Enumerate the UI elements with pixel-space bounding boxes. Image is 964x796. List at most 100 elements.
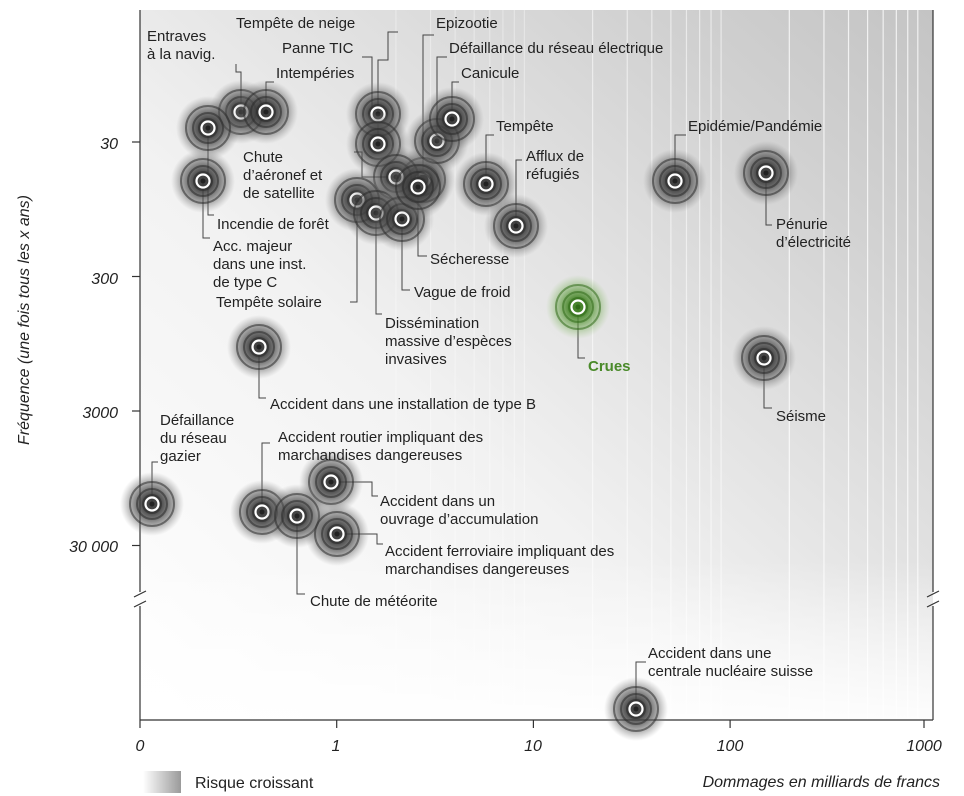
risk-point-center <box>449 116 455 122</box>
risk-label-line: centrale nucléaire suisse <box>648 663 813 680</box>
risk-point-ring <box>562 291 594 323</box>
risk-label-afflux-de-refugies: Afflux de réfugiés <box>526 148 584 183</box>
risk-label-line: Séisme <box>776 408 826 425</box>
risk-point-center <box>415 184 421 190</box>
risk-point-ring <box>192 112 224 144</box>
risk-point-marker <box>758 165 774 181</box>
risk-point-ring <box>555 284 601 330</box>
risk-point-defaillance-du-reseau-gazier <box>120 472 184 536</box>
risk-label-tempete-de-neige: Tempête de neige <box>236 15 355 32</box>
risk-point-accident-dans-une-installation-de-type-b <box>227 315 291 379</box>
risk-label-penurie-d-electricite: Pénurie d’électricité <box>776 216 851 251</box>
risk-point-ring <box>402 171 434 203</box>
risk-label-line: massive d’espèces <box>385 333 512 350</box>
risk-point-ring <box>243 331 275 363</box>
risk-point-penurie-d-electricite <box>734 141 798 205</box>
risk-label-epidemie-pandemie: Epidémie/Pandémie <box>688 118 822 135</box>
risk-point-ring <box>321 518 353 550</box>
risk-point-ring <box>198 118 218 138</box>
risk-point-ring <box>142 494 162 514</box>
risk-label-crues: Crues <box>588 358 631 375</box>
risk-point-marker <box>144 496 160 512</box>
risk-label-line: Sécheresse <box>430 251 509 268</box>
risk-point-center <box>763 170 769 176</box>
x-tick-label: 0 <box>136 738 145 755</box>
risk-label-line: marchandises dangereuses <box>278 447 462 464</box>
risk-point-ring <box>652 158 698 204</box>
risk-point-marker <box>508 218 524 234</box>
risk-point-center <box>200 178 206 184</box>
risk-label-line: Epidémie/Pandémie <box>688 118 822 135</box>
risk-label-accident-ferroviaire-impliquant-des-marchandises-dangereuses: Accident ferroviaire impliquant des march… <box>385 543 614 578</box>
risk-point-ring <box>129 481 175 527</box>
risk-label-line: de satellite <box>243 185 315 202</box>
risk-point-ring <box>442 109 462 129</box>
risk-point-marker <box>667 173 683 189</box>
risk-label-line: Afflux de <box>526 148 584 165</box>
risk-point-center <box>328 479 334 485</box>
risk-point-marker <box>756 350 772 366</box>
risk-label-line: à la navig. <box>147 46 215 63</box>
risk-point-accident-dans-une-centrale-nucleaire-suisse <box>604 677 668 741</box>
risk-label-line: d’électricité <box>776 234 851 251</box>
risk-point-ring <box>754 348 774 368</box>
risk-label-line: Panne TIC <box>282 40 354 57</box>
risk-label-accident-routier-impliquant-des-marchandises-dangereuses: Accident routier impliquant des marchandi… <box>278 429 483 464</box>
risk-point-ring <box>236 324 282 370</box>
risk-point-ring <box>568 297 588 317</box>
risk-point-afflux-de-refugies <box>484 194 548 258</box>
risk-label-line: Vague de froid <box>414 284 510 301</box>
risk-label-line: Chute <box>243 149 283 166</box>
risk-point-intemperies <box>234 80 298 144</box>
risk-point-marker <box>444 111 460 127</box>
risk-label-line: Crues <box>588 358 631 375</box>
legend: Risque croissant <box>143 771 314 793</box>
risk-label-tempete: Tempête <box>496 118 554 135</box>
risk-point-ring <box>315 466 347 498</box>
risk-point-ring <box>250 96 282 128</box>
risk-point-acc-majeur-dans-une-inst-de-type-c <box>171 149 235 213</box>
risk-point-ring <box>665 171 685 191</box>
risk-label-line: Incendie de forêt <box>217 216 330 233</box>
risk-point-ring <box>187 165 219 197</box>
risk-label-line: Canicule <box>461 65 519 82</box>
x-tick-label: 1000 <box>906 738 942 755</box>
risk-label-line: Intempéries <box>276 65 354 82</box>
risk-label-chute-de-meteorite: Chute de météorite <box>310 593 438 610</box>
risk-point-marker <box>289 508 305 524</box>
risk-point-ring <box>436 103 468 135</box>
risk-label-line: Pénurie <box>776 216 828 233</box>
risk-label-line: Accident ferroviaire impliquant des <box>385 543 614 560</box>
risk-point-ring <box>314 511 360 557</box>
risk-point-center <box>256 344 262 350</box>
risk-label-line: Tempête de neige <box>236 15 355 32</box>
risk-label-line: Dissémination <box>385 315 479 332</box>
risk-point-marker <box>570 299 586 315</box>
risk-point-ring <box>429 96 475 142</box>
risk-point-center <box>513 223 519 229</box>
risk-point-ring <box>463 161 509 207</box>
risk-point-ring <box>748 342 780 374</box>
risk-point-marker <box>323 474 339 490</box>
risk-point-ring <box>249 337 269 357</box>
risk-point-ring <box>620 693 652 725</box>
risk-label-vague-de-froid: Vague de froid <box>414 284 510 301</box>
risk-label-line: Défaillance <box>160 412 234 429</box>
risk-point-ring <box>395 164 441 210</box>
x-tick-label: 100 <box>717 738 744 755</box>
risk-point-ring <box>287 506 307 526</box>
risk-point-ring <box>613 686 659 732</box>
risk-label-epizootie: Epizootie <box>436 15 498 32</box>
risk-point-ring <box>327 524 347 544</box>
risk-point-ring <box>321 472 341 492</box>
risk-label-incendie-de-foret: Incendie de forêt <box>217 216 330 233</box>
risk-point-incendie-de-foret <box>176 96 240 160</box>
risk-label-line: dans une inst. <box>213 256 306 273</box>
risk-label-line: Chute de météorite <box>310 593 438 610</box>
risk-label-acc-majeur-dans-une-inst-de-type-c: Acc. majeur dans une inst. de type C <box>213 238 306 291</box>
risk-point-ring <box>408 177 428 197</box>
risk-point-ring <box>750 157 782 189</box>
risk-point-center <box>575 304 581 310</box>
risk-point-ring <box>506 216 526 236</box>
